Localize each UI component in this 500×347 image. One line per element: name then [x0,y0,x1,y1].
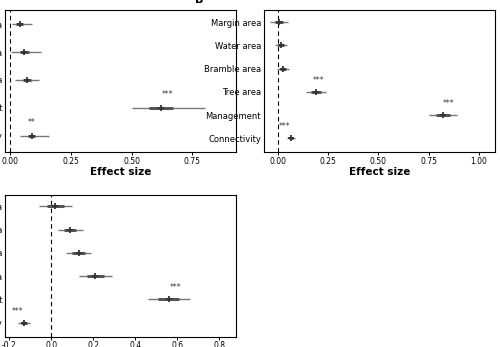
Text: B: B [194,0,203,5]
X-axis label: Effect size: Effect size [348,168,410,177]
X-axis label: Effect size: Effect size [90,168,152,177]
Text: ***: *** [312,76,324,85]
Text: ***: *** [12,307,24,316]
Text: ***: *** [443,99,454,108]
Text: ***: *** [279,122,291,131]
Text: ***: *** [162,90,174,99]
Text: ***: *** [170,283,181,293]
Text: **: ** [28,118,36,127]
